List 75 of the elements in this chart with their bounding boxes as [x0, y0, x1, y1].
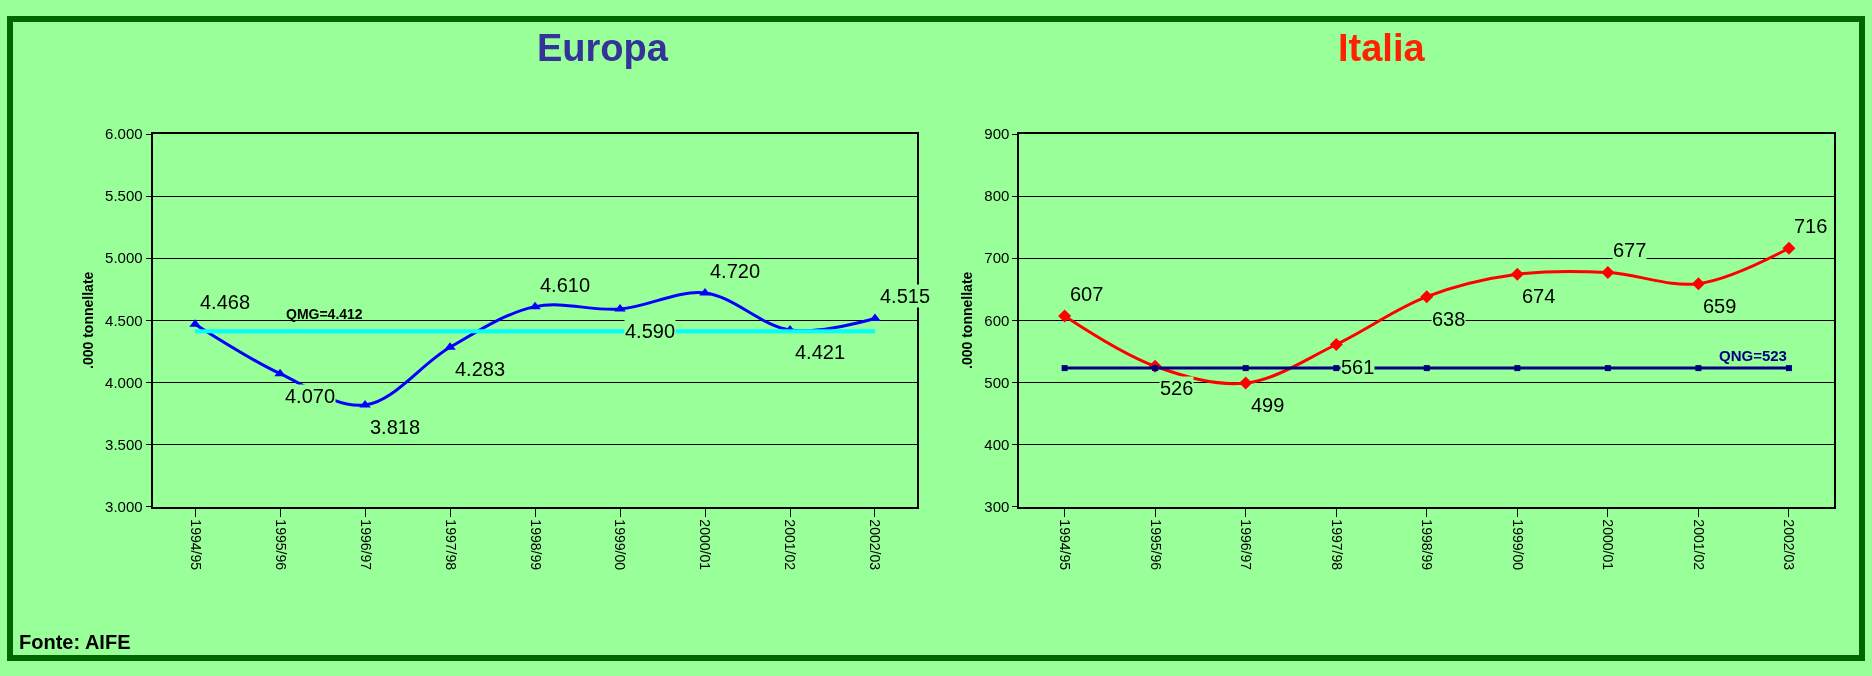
x-tick-label: 1997/98 [442, 519, 459, 571]
data-label: 638 [1432, 308, 1466, 330]
point [1329, 338, 1343, 351]
data-label: 561 [1341, 356, 1375, 378]
series-label: QNG=523 [1719, 347, 1787, 364]
data-label: 499 [1251, 394, 1285, 416]
x-tick-label: 1994/95 [1057, 519, 1074, 571]
x-tick-label: 2001/02 [1690, 519, 1707, 571]
point [1058, 309, 1072, 323]
x-tick-label: 1999/00 [1509, 519, 1526, 571]
point [274, 368, 286, 377]
data-label: 3.818 [370, 416, 421, 438]
y-tick-label: 3.000 [105, 497, 143, 515]
x-tick-label: 2001/02 [782, 519, 799, 571]
x-tick-label: 1998/99 [1419, 519, 1436, 571]
chart-title: Italia [1338, 27, 1426, 69]
data-label: 4.283 [455, 358, 506, 380]
x-tick-label: 1996/97 [1238, 519, 1255, 571]
point [1420, 290, 1434, 304]
y-tick-label: 4.500 [105, 311, 143, 329]
data-label: 674 [1522, 285, 1556, 307]
point [1691, 277, 1705, 291]
point [1333, 365, 1340, 372]
y-tick-label: 6.000 [105, 125, 143, 143]
y-tick-label: 500 [984, 373, 1010, 391]
y-tick-label: 4.000 [105, 373, 143, 391]
point [1423, 365, 1430, 372]
point [1601, 265, 1615, 279]
y-tick-label: 600 [984, 311, 1010, 329]
data-label: 607 [1070, 283, 1104, 305]
point [1514, 365, 1521, 372]
point [1782, 241, 1796, 255]
data-label: 4.590 [625, 320, 676, 342]
data-label: 4.070 [285, 385, 336, 407]
x-tick-label: 1995/96 [1147, 519, 1164, 571]
source-note: Fonte: AIFE [19, 631, 131, 653]
data-label: 4.720 [710, 260, 761, 282]
x-tick-label: 1996/97 [357, 519, 374, 571]
data-label: 4.515 [880, 285, 931, 307]
chart-title: Europa [537, 27, 669, 69]
y-axis-title: .000 tonnellate [959, 271, 976, 369]
data-label: 716 [1794, 215, 1828, 237]
data-label: 677 [1613, 239, 1647, 261]
x-tick-label: 2000/01 [1600, 519, 1617, 571]
x-tick-label: 1994/95 [187, 519, 204, 571]
point [1242, 365, 1249, 372]
x-tick-label: 2002/03 [867, 519, 884, 571]
y-tick-label: 3.500 [105, 435, 143, 453]
point [529, 301, 541, 310]
data-label: 4.421 [795, 341, 846, 363]
y-tick-label: 400 [984, 435, 1010, 453]
point [1510, 267, 1524, 281]
point [1061, 365, 1068, 372]
y-tick-label: 800 [984, 187, 1010, 205]
y-tick-label: 700 [984, 249, 1010, 267]
y-axis-title: .000 tonnellate [80, 271, 97, 369]
point [1695, 365, 1702, 372]
x-tick-label: 1997/98 [1328, 519, 1345, 571]
y-tick-label: 5.000 [105, 249, 143, 267]
data-label: 659 [1703, 295, 1737, 317]
x-tick-label: 2002/03 [1781, 519, 1798, 571]
data-label: 526 [1160, 377, 1194, 399]
point [1239, 376, 1253, 390]
x-tick-label: 1999/00 [612, 519, 629, 571]
y-tick-label: 5.500 [105, 187, 143, 205]
data-label: 4.468 [200, 291, 251, 313]
point [1604, 365, 1611, 372]
x-tick-label: 2000/01 [697, 519, 714, 571]
y-tick-label: 900 [984, 125, 1010, 143]
ref-line-label: QMG=4.412 [286, 306, 363, 322]
point [1785, 365, 1792, 372]
data-label: 4.610 [540, 274, 591, 296]
x-tick-label: 1995/96 [272, 519, 289, 571]
x-tick-label: 1998/99 [527, 519, 544, 571]
y-tick-label: 300 [984, 497, 1010, 515]
